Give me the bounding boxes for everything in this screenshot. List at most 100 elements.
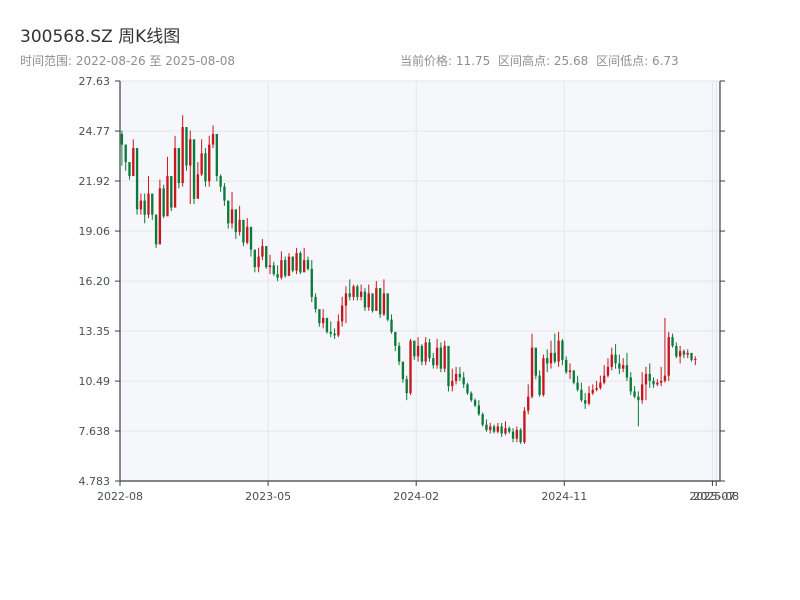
candle xyxy=(249,226,253,257)
candle-body xyxy=(189,139,192,166)
candle xyxy=(671,333,674,348)
candle-body xyxy=(265,246,268,268)
candle-body xyxy=(618,363,621,369)
candle-body xyxy=(496,426,500,432)
candle-body xyxy=(678,351,682,357)
candle-body xyxy=(378,288,382,315)
candle xyxy=(268,254,272,275)
candle xyxy=(553,333,556,364)
candle xyxy=(303,247,306,273)
candle xyxy=(128,162,131,180)
candle xyxy=(272,261,275,276)
candle-body xyxy=(527,396,530,411)
candle xyxy=(485,419,488,432)
y-tick-label: 27.63 xyxy=(79,75,111,88)
candle-body xyxy=(477,405,481,415)
candle xyxy=(215,134,219,182)
candle-body xyxy=(587,393,591,404)
candle xyxy=(530,333,534,399)
x-tick-label: 2023-05 xyxy=(245,490,291,503)
candle-body xyxy=(447,345,450,387)
candle xyxy=(420,344,424,366)
candle-body xyxy=(280,260,283,278)
candle-body xyxy=(405,379,408,394)
candle-body xyxy=(272,265,275,275)
candle xyxy=(621,358,625,373)
candle xyxy=(276,265,279,282)
candle-body xyxy=(621,365,625,369)
candle-body xyxy=(120,134,124,145)
candle xyxy=(242,219,245,247)
candle xyxy=(500,422,503,437)
candle xyxy=(625,352,629,381)
candle xyxy=(219,174,222,192)
candle xyxy=(367,284,370,311)
candle xyxy=(359,284,363,301)
candle-body xyxy=(356,286,359,297)
candle-body xyxy=(629,377,632,392)
candle xyxy=(496,422,500,434)
candle-body xyxy=(192,139,196,199)
candle xyxy=(181,115,184,187)
candle xyxy=(211,125,215,149)
candle xyxy=(204,148,207,187)
candle xyxy=(299,251,302,275)
candle xyxy=(603,365,606,385)
candle xyxy=(694,356,697,366)
candle xyxy=(675,342,678,359)
candle xyxy=(595,380,598,392)
candle xyxy=(515,426,519,443)
candle-body xyxy=(489,426,492,430)
candle-body xyxy=(242,219,245,243)
candle-body xyxy=(295,253,298,271)
candle xyxy=(177,148,181,189)
candle xyxy=(352,284,355,301)
y-tick-label: 19.06 xyxy=(79,225,111,238)
candle-body xyxy=(694,359,697,361)
candle xyxy=(477,400,481,416)
candle-body xyxy=(154,214,158,245)
candle xyxy=(397,342,401,366)
candle-body xyxy=(306,260,310,269)
candle xyxy=(344,286,348,324)
candle xyxy=(409,338,412,395)
y-tick-label: 10.49 xyxy=(79,375,111,388)
candle xyxy=(356,284,359,301)
x-tick-label: 2024-11 xyxy=(541,490,587,503)
candle-body xyxy=(576,382,579,390)
candle xyxy=(124,144,127,171)
candle xyxy=(162,184,165,219)
candle xyxy=(481,412,484,427)
candle-body xyxy=(572,370,575,383)
candle xyxy=(637,391,640,427)
candle-body xyxy=(599,382,602,388)
candle-body xyxy=(420,345,424,362)
candle-body xyxy=(359,291,363,297)
candle-body xyxy=(348,293,351,297)
candle xyxy=(329,321,332,338)
candle xyxy=(454,366,458,385)
candle-body xyxy=(299,253,302,273)
candle xyxy=(519,428,522,444)
candle xyxy=(363,288,367,311)
candle-body xyxy=(424,342,427,362)
candle xyxy=(139,193,143,215)
candle xyxy=(253,249,256,273)
candle xyxy=(587,386,591,406)
candle xyxy=(158,179,162,245)
candle xyxy=(295,247,298,275)
candle xyxy=(473,398,477,408)
candle-body xyxy=(390,319,393,332)
candle xyxy=(185,127,188,171)
candle-body xyxy=(238,219,241,233)
candle xyxy=(599,375,602,390)
candle-body xyxy=(584,400,587,404)
candle-body xyxy=(268,265,272,268)
candle xyxy=(325,317,329,334)
candle xyxy=(682,349,686,359)
candle-body xyxy=(291,256,294,271)
candle-body xyxy=(508,428,511,432)
candle xyxy=(678,345,682,364)
candle xyxy=(466,382,469,395)
candle-body xyxy=(386,293,389,320)
